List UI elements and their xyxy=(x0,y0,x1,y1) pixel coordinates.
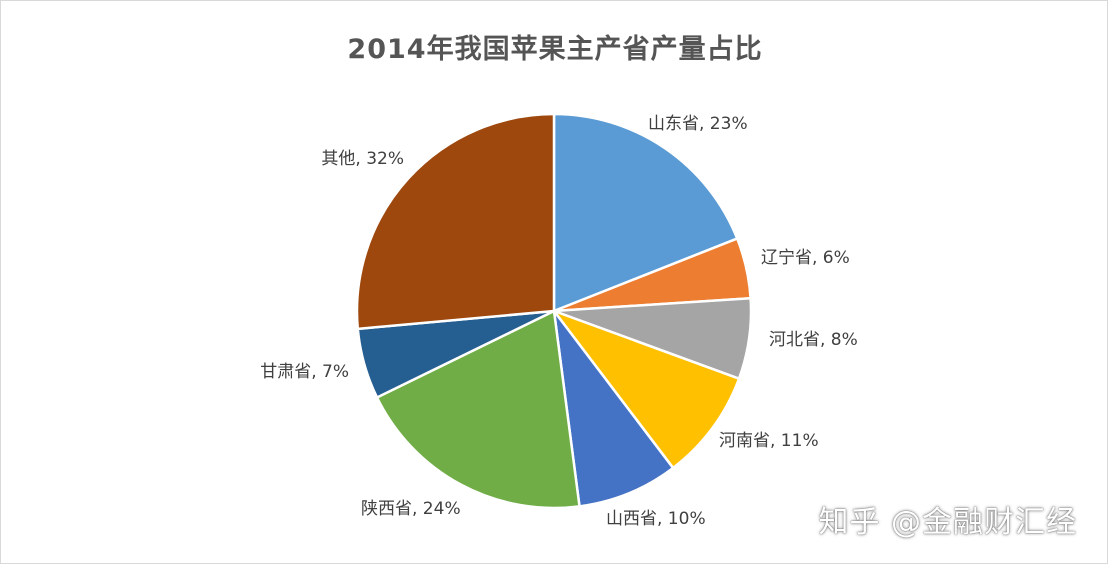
pie-slice xyxy=(552,309,741,470)
slice-data-label: 甘肃省, 7% xyxy=(260,362,349,382)
chart-title: 2014年我国苹果主产省产量占比 xyxy=(347,34,763,65)
slice-data-label: 山东省, 23% xyxy=(648,114,748,134)
pie-slice xyxy=(375,309,581,510)
slice-data-label: 其他, 32% xyxy=(321,149,404,169)
slice-data-label: 陕西省, 24% xyxy=(361,499,461,519)
slice-data-label: 山西省, 10% xyxy=(606,509,706,529)
pie-slice xyxy=(552,309,675,508)
pie-slice xyxy=(355,112,556,331)
slice-data-label: 河北省, 8% xyxy=(769,330,858,350)
slice-data-label: 河南省, 11% xyxy=(719,431,819,451)
slice-data-label: 辽宁省, 6% xyxy=(761,248,850,268)
pie-slice xyxy=(552,112,739,313)
watermark-text: 知乎 @金融财汇经 xyxy=(818,505,1077,540)
